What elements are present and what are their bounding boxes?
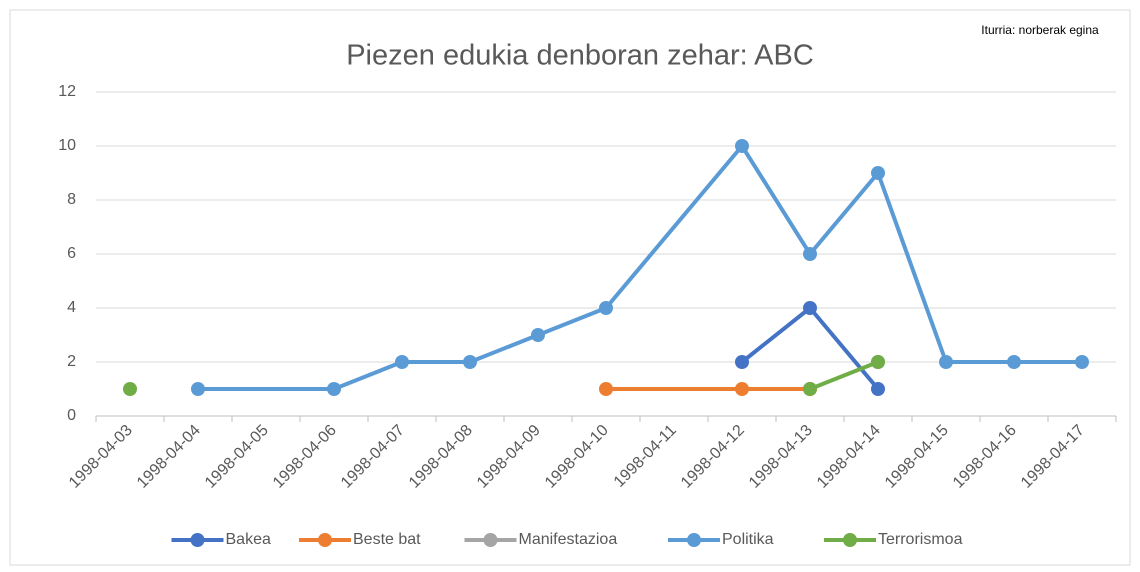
legend-marker — [483, 533, 498, 547]
data-point — [599, 301, 613, 315]
series-line — [809, 360, 879, 391]
legend-marker — [318, 533, 332, 547]
data-point — [735, 139, 749, 153]
data-point — [871, 355, 885, 369]
legend-marker — [843, 533, 857, 547]
data-point — [735, 355, 749, 369]
data-point — [871, 166, 885, 180]
series-line — [198, 144, 1082, 391]
data-point — [191, 382, 205, 396]
data-point — [463, 355, 477, 369]
y-tick-label: 6 — [67, 245, 76, 262]
data-point — [123, 382, 137, 396]
data-point — [803, 382, 817, 396]
data-point — [599, 382, 613, 396]
chart-title: Piezen edukia denboran zehar: ABC — [346, 40, 814, 72]
y-tick-label: 4 — [67, 299, 76, 316]
source-note: Iturria: norberak egina — [981, 23, 1099, 37]
legend-marker — [190, 533, 205, 547]
data-point — [871, 382, 885, 396]
data-point — [939, 355, 953, 369]
data-point — [327, 382, 341, 396]
data-point — [803, 247, 817, 261]
legend-label: Manifestazioa — [519, 531, 618, 548]
legend-label: Bakea — [226, 531, 271, 548]
data-point — [1075, 355, 1089, 369]
y-tick-label: 8 — [67, 191, 76, 208]
legend-marker — [687, 533, 701, 547]
y-tick-label: 12 — [58, 83, 76, 100]
legend-label: Politika — [722, 531, 774, 548]
y-tick-label: 0 — [67, 407, 76, 424]
y-tick-label: 2 — [67, 353, 76, 370]
data-point — [803, 301, 817, 315]
legend-label: Beste bat — [353, 531, 421, 548]
data-point — [395, 355, 409, 369]
data-point — [531, 328, 545, 342]
y-tick-label: 10 — [58, 137, 76, 154]
data-point — [1007, 355, 1021, 369]
chart-border — [9, 9, 1131, 566]
legend-label: Terrorismoa — [878, 531, 963, 548]
data-point — [735, 382, 749, 396]
